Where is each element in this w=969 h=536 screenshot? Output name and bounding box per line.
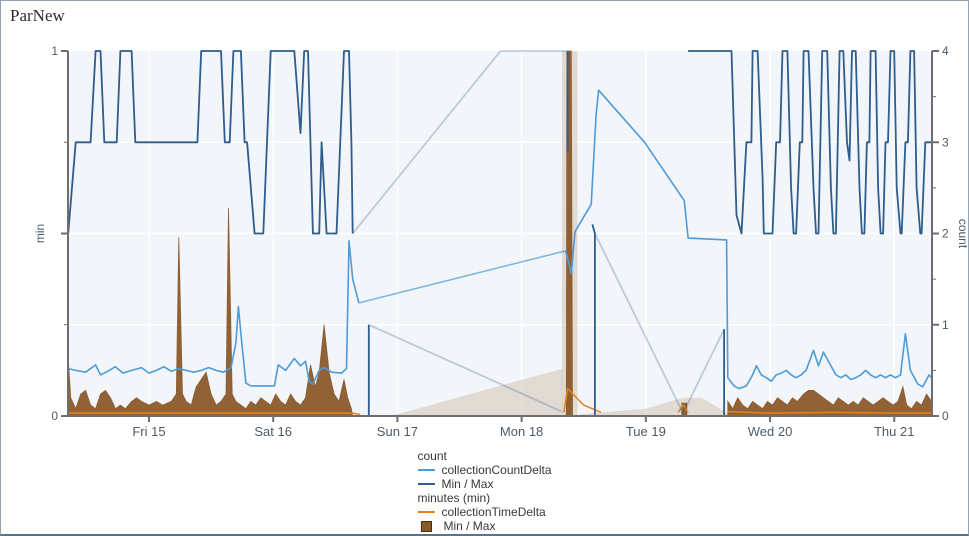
- legend-item-label: collectionTimeDelta: [441, 505, 546, 519]
- right-axis-tick-label: 3: [942, 135, 949, 149]
- series-minmax-gap-band: [580, 397, 729, 416]
- left-axis-tick-label: 0: [51, 409, 58, 423]
- right-axis-tick-label: 4: [942, 44, 949, 58]
- series-collectiontime-min-max: [67, 207, 354, 417]
- series-collectiontimedelta: [677, 404, 689, 413]
- right-axis-tick-label: 2: [942, 227, 949, 241]
- legend-item: Min / Max: [417, 477, 551, 491]
- legend-item-label: Min / Max: [443, 519, 496, 533]
- legend-item: collectionCountDelta: [417, 463, 552, 477]
- series-collectioncount-min-max: [368, 323, 562, 413]
- right-axis-tick-label: 1: [942, 318, 949, 332]
- right-axis-tick-label: 0: [942, 409, 949, 423]
- x-axis-tick-label: Thu 21: [874, 424, 914, 439]
- series-collectioncount-min-max: [688, 50, 932, 235]
- legend-swatch-line-icon: [417, 483, 435, 485]
- series-collectiontime-min-max: [727, 385, 932, 417]
- series-collectioncountdelta: [68, 240, 360, 387]
- legend-item-label: Min / Max: [441, 477, 494, 491]
- series-collectioncountdelta: [358, 250, 566, 304]
- x-axis-tick-label: Wed 20: [748, 424, 793, 439]
- legend-swatch-line-icon: [417, 511, 435, 513]
- series-collectioncount-min-max: [352, 50, 567, 235]
- left-axis-title: min: [33, 224, 47, 243]
- legend-group-header: count: [417, 449, 447, 463]
- series-collectioncount-min-max: [594, 233, 684, 414]
- series-collectiontimedelta: [68, 412, 361, 416]
- series-collectioncount-min-max: [67, 50, 354, 235]
- page-title: ParNew: [10, 6, 65, 25]
- x-axis-tick-label: Fri 15: [132, 424, 165, 439]
- x-axis-tick-label: Sun 17: [377, 424, 418, 439]
- right-axis-title: count: [956, 219, 969, 249]
- chart-legend: count collectionCountDelta Min / Max minute…: [417, 449, 552, 533]
- series-collectiontimedelta: [727, 410, 932, 414]
- left-axis-tick-label: 1: [51, 44, 58, 58]
- x-axis-tick-label: Sat 16: [254, 424, 292, 439]
- gc-chart-canvas: 0 1 min 0 1 2 3 4 count Fri 15 Sat 16 Sun 17 Mon 18 T…: [33, 44, 969, 439]
- series-minmax-gap-band: [393, 368, 563, 416]
- legend-item: collectionTimeDelta: [417, 505, 551, 519]
- series-collectiontimedelta: [563, 387, 602, 414]
- legend-swatch-line-icon: [417, 469, 435, 471]
- x-axis-tick-label: Mon 18: [500, 424, 543, 439]
- legend-item: Min / Max: [417, 519, 551, 533]
- legend-swatch-square-icon: [420, 520, 432, 532]
- series-collectioncountdelta: [564, 89, 933, 390]
- series-collectioncount-min-max: [682, 328, 725, 414]
- legend-item-label: collectionCountDelta: [441, 463, 552, 477]
- series-collectioncount-min-max: [591, 224, 596, 416]
- legend-group-header: minutes (min): [417, 491, 491, 505]
- x-axis-tick-label: Tue 19: [626, 424, 666, 439]
